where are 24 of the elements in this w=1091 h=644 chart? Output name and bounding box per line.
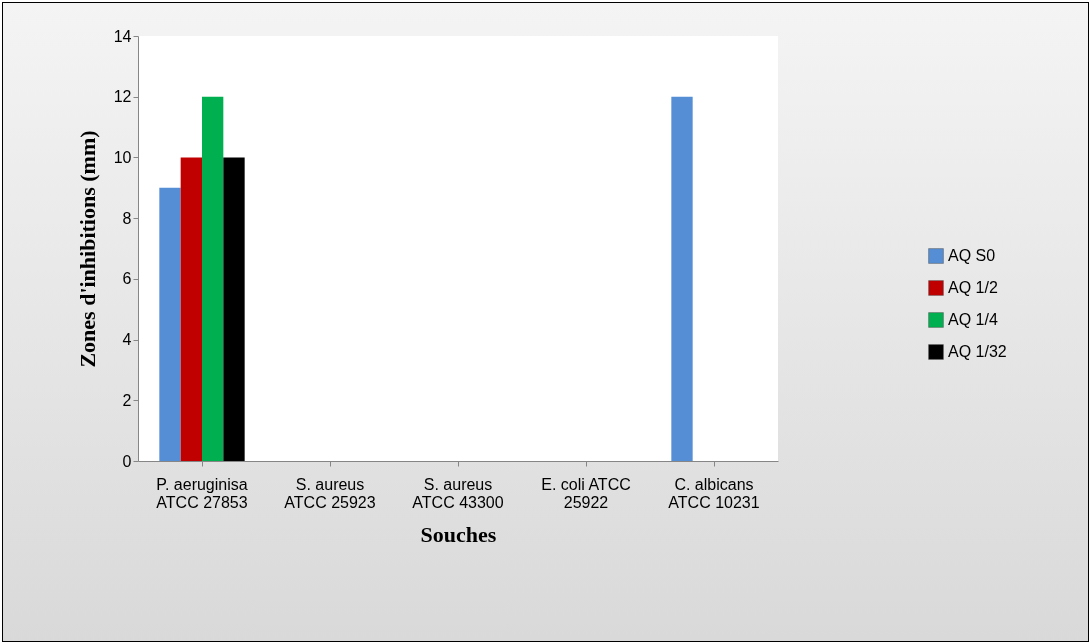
x-tick-label: S. aureus ATCC 43300 <box>412 475 504 511</box>
legend-label: AQ 1/32 <box>948 343 1007 360</box>
y-tick-label: 0 <box>122 452 132 470</box>
x-tick-label: C. albicans ATCC 10231 <box>668 475 760 511</box>
y-tick-label: 2 <box>122 391 132 409</box>
x-tick-label: P. aeruginisa ATCC 27853 <box>156 475 248 511</box>
bar <box>223 157 245 461</box>
bar <box>180 157 202 461</box>
bar <box>671 96 693 461</box>
x-axis-title: Souches <box>420 521 497 547</box>
x-tick-label: S. aureus ATCC 25923 <box>284 475 376 511</box>
y-tick-label: 6 <box>122 270 132 288</box>
y-tick-label: 10 <box>113 148 132 166</box>
legend-label: AQ 1/2 <box>948 279 998 296</box>
y-tick-label: 12 <box>113 88 132 106</box>
y-tick-label: 4 <box>122 331 132 349</box>
y-tick-label: 8 <box>122 209 132 227</box>
legend-label: AQ S0 <box>948 247 996 264</box>
legend-label: AQ 1/4 <box>948 311 998 328</box>
bar <box>159 187 181 461</box>
x-tick-label: E. coli ATCC 25922 <box>541 475 631 511</box>
bar <box>202 96 224 461</box>
y-axis-title: Zones d'inhibitions (mm) <box>74 130 100 368</box>
y-tick-label: 14 <box>113 27 132 45</box>
